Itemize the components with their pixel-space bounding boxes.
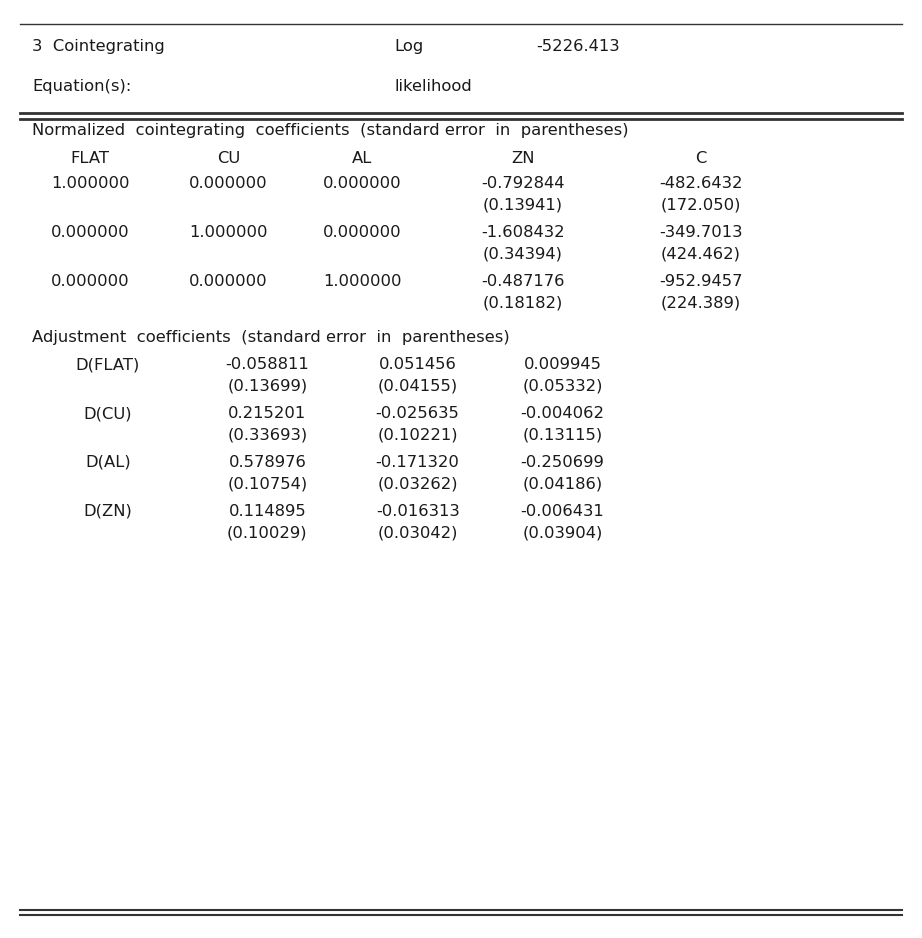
Text: Equation(s):: Equation(s):: [32, 79, 132, 94]
Text: (0.03262): (0.03262): [377, 477, 458, 492]
Text: (0.10029): (0.10029): [227, 525, 308, 540]
Text: (0.10754): (0.10754): [227, 477, 308, 492]
Text: 0.000000: 0.000000: [323, 176, 402, 191]
Text: (0.03904): (0.03904): [522, 525, 603, 540]
Text: 1.000000: 1.000000: [189, 225, 268, 240]
Text: likelihood: likelihood: [395, 79, 472, 94]
Text: -0.792844: -0.792844: [481, 176, 564, 191]
Text: D(ZN): D(ZN): [83, 504, 133, 519]
Text: -0.025635: -0.025635: [376, 406, 459, 421]
Text: -0.487176: -0.487176: [481, 274, 564, 289]
Text: Normalized  cointegrating  coefficients  (standard error  in  parentheses): Normalized cointegrating coefficients (s…: [32, 123, 629, 138]
Text: -0.058811: -0.058811: [226, 357, 309, 372]
Text: FLAT: FLAT: [71, 151, 110, 166]
Text: (172.050): (172.050): [660, 198, 741, 213]
Text: (224.389): (224.389): [660, 295, 741, 310]
Text: -0.006431: -0.006431: [521, 504, 604, 519]
Text: 0.114895: 0.114895: [229, 504, 306, 519]
Text: (0.03042): (0.03042): [377, 525, 458, 540]
Text: (0.13699): (0.13699): [227, 379, 308, 394]
Text: 3  Cointegrating: 3 Cointegrating: [32, 39, 165, 54]
Text: 0.215201: 0.215201: [229, 406, 306, 421]
Text: -0.171320: -0.171320: [376, 455, 459, 470]
Text: -0.016313: -0.016313: [376, 504, 459, 519]
Text: (0.10221): (0.10221): [377, 428, 458, 443]
Text: -0.004062: -0.004062: [520, 406, 605, 421]
Text: (0.13115): (0.13115): [522, 428, 603, 443]
Text: 0.000000: 0.000000: [51, 274, 130, 289]
Text: (0.05332): (0.05332): [522, 379, 603, 394]
Text: 0.000000: 0.000000: [189, 274, 268, 289]
Text: 0.000000: 0.000000: [51, 225, 130, 240]
Text: (0.33693): (0.33693): [227, 428, 308, 443]
Text: (0.04186): (0.04186): [522, 477, 603, 492]
Text: (0.13941): (0.13941): [483, 198, 562, 213]
Text: ZN: ZN: [511, 151, 535, 166]
Text: D(FLAT): D(FLAT): [76, 357, 140, 372]
Text: -482.6432: -482.6432: [659, 176, 742, 191]
Text: 1.000000: 1.000000: [51, 176, 130, 191]
Text: 0.000000: 0.000000: [323, 225, 402, 240]
Text: 0.051456: 0.051456: [379, 357, 456, 372]
Text: CU: CU: [217, 151, 241, 166]
Text: C: C: [695, 151, 706, 166]
Text: D(AL): D(AL): [85, 455, 131, 470]
Text: 0.578976: 0.578976: [229, 455, 306, 470]
Text: (0.04155): (0.04155): [377, 379, 458, 394]
Text: -5226.413: -5226.413: [537, 39, 621, 54]
Text: AL: AL: [352, 151, 372, 166]
Text: -349.7013: -349.7013: [659, 225, 742, 240]
Text: -952.9457: -952.9457: [659, 274, 742, 289]
Text: 0.000000: 0.000000: [189, 176, 268, 191]
Text: (0.18182): (0.18182): [482, 295, 563, 310]
Text: (0.34394): (0.34394): [483, 247, 562, 262]
Text: -1.608432: -1.608432: [481, 225, 564, 240]
Text: D(CU): D(CU): [84, 406, 132, 421]
Text: Adjustment  coefficients  (standard error  in  parentheses): Adjustment coefficients (standard error …: [32, 330, 510, 345]
Text: Log: Log: [395, 39, 424, 54]
Text: -0.250699: -0.250699: [521, 455, 604, 470]
Text: 1.000000: 1.000000: [323, 274, 402, 289]
Text: 0.009945: 0.009945: [524, 357, 601, 372]
Text: (424.462): (424.462): [661, 247, 740, 262]
